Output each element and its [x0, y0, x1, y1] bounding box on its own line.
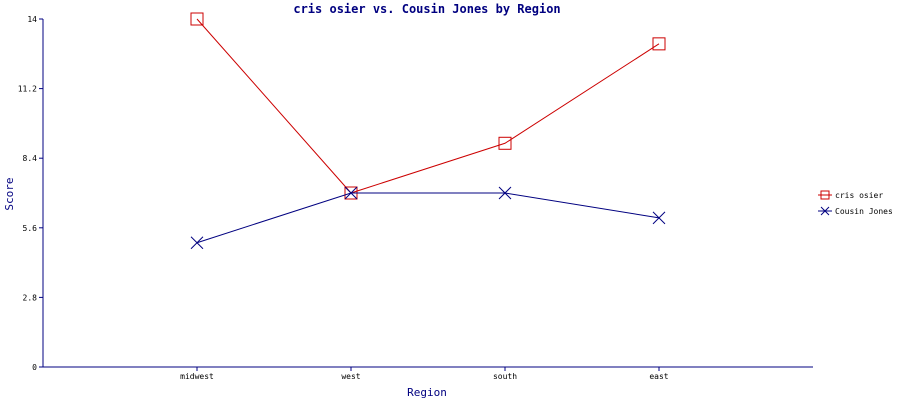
legend-label: Cousin Jones — [835, 207, 893, 216]
x-tick-label: midwest — [180, 372, 214, 381]
y-tick-label: 0 — [32, 363, 37, 372]
y-tick-label: 14 — [27, 15, 37, 24]
legend-marker — [820, 190, 830, 200]
series-line — [196, 192, 660, 244]
series-line — [196, 18, 660, 194]
legend-entry: cris osier — [818, 190, 883, 200]
data-point-x-stroke — [190, 236, 204, 250]
y-tick-label: 5.6 — [23, 224, 38, 233]
series-0 — [190, 12, 666, 200]
data-point-x-stroke — [498, 186, 512, 200]
data-point-x — [344, 186, 358, 200]
series-layer — [190, 12, 666, 250]
data-point-square — [498, 136, 512, 150]
axes: 0 2.8 5.6 8.4 11.2 14 midwest west south east — [18, 15, 813, 381]
data-point-x — [498, 186, 512, 200]
data-point-x-stroke — [652, 211, 666, 225]
chart-title: cris osier vs. Cousin Jones by Region — [293, 2, 560, 16]
data-point-square — [652, 37, 666, 51]
x-tick-label: east — [649, 372, 668, 381]
legend-entry: Cousin Jones — [818, 206, 893, 216]
y-tick-label: 11.2 — [18, 85, 37, 94]
legend: cris osier Cousin Jones — [818, 190, 893, 216]
data-point-x-stroke — [344, 186, 358, 200]
data-point-square — [190, 12, 204, 26]
y-tick-label: 2.8 — [23, 293, 38, 302]
x-tick-label: west — [341, 372, 360, 381]
data-point-x — [652, 211, 666, 225]
data-point-x — [190, 236, 204, 250]
legend-marker — [820, 206, 830, 216]
x-axis-label: Region — [407, 386, 447, 399]
legend-label: cris osier — [835, 191, 883, 200]
y-axis-label: Score — [3, 177, 16, 210]
x-tick-label: south — [493, 372, 517, 381]
y-tick-label: 8.4 — [23, 154, 38, 163]
series-1 — [190, 186, 666, 250]
